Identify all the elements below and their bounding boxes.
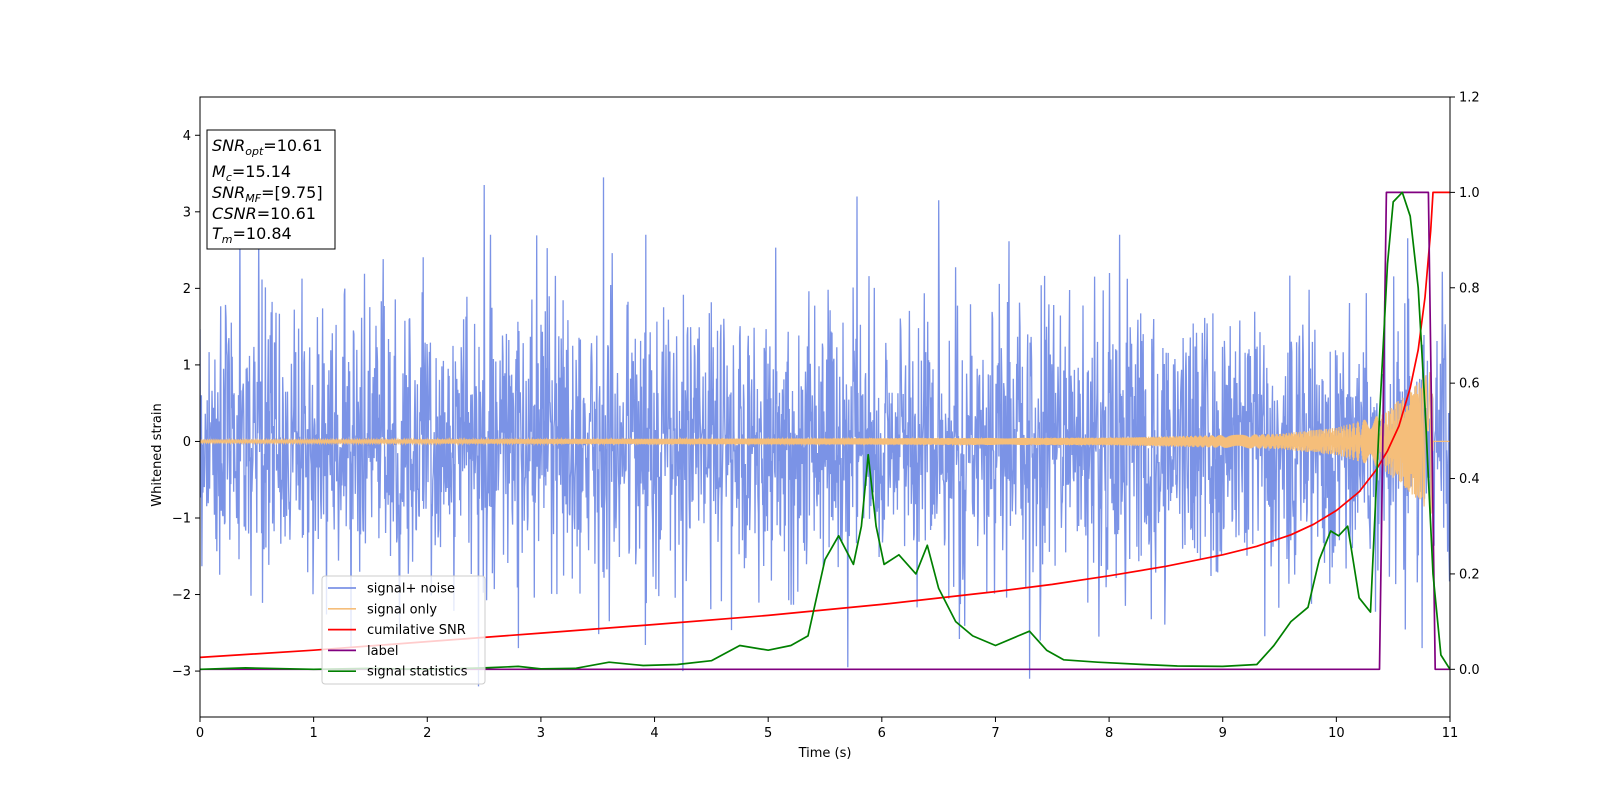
annotation-line: Tm=10.84 [212,224,292,246]
y-tick-label: −1 [172,511,191,526]
y-axis-label: Whitened strain [150,403,165,506]
y-tick-label: 3 [183,205,191,220]
y-tick-label: −2 [172,588,191,603]
x-tick-label: 9 [1219,726,1227,741]
y-axis-right: 0.0 0.2 0.4 0.6 0.8 1.0 1.2 [1450,91,1480,678]
series-signal-statistics [200,191,1450,671]
y2-tick-label: 0.0 [1459,663,1480,678]
x-tick-label: 3 [537,726,545,741]
x-tick-label: 11 [1442,726,1459,741]
x-tick-label: 5 [764,726,772,741]
y-tick-label: 0 [183,435,191,450]
series-signal-only [200,371,1450,514]
annotation-frame [206,129,336,250]
annotation-line: SNRopt=10.61 [212,136,323,158]
legend-label: label [367,644,398,659]
x-tick-label: 8 [1105,726,1113,741]
plot-frame [199,96,1451,718]
legend-label: signal only [367,602,437,617]
annotation-line: SNRMF=[9.75] [212,183,323,205]
metrics-annotation-box: SNRopt=10.61 Mc=15.14SNRMF=[9.75]CSNR=10.… [206,129,336,250]
annotation-line: Mc=15.14 [212,162,291,184]
y-tick-label: 2 [183,282,191,297]
annotation-line: CSNR=10.61 [212,204,316,223]
x-tick-label: 4 [650,726,658,741]
series-label [200,191,1450,671]
y2-tick-label: 1.2 [1459,91,1480,106]
legend-frame [321,575,486,685]
y-tick-label: −3 [172,665,191,680]
x-tick-label: 10 [1328,726,1345,741]
x-tick-label: 6 [878,726,886,741]
legend: signal+ noise signal only cumilative SNR la… [321,575,486,685]
x-axis-label: Time (s) [798,746,852,761]
y2-tick-label: 0.8 [1459,281,1480,296]
series-layer [200,177,1450,687]
legend-label: signal statistics [367,665,468,680]
x-axis: 0 1 2 3 4 5 6 7 8 9 10 11 [196,717,1458,741]
x-tick-label: 2 [423,726,431,741]
legend-label: signal+ noise [367,582,455,597]
x-tick-label: 7 [991,726,999,741]
legend-label: cumilative SNR [367,623,466,638]
y2-tick-label: 1.0 [1459,186,1480,201]
y2-tick-label: 0.6 [1459,377,1480,392]
series-signal-noise [200,177,1450,687]
y-tick-label: 1 [183,358,191,373]
x-tick-label: 0 [196,726,204,741]
y2-tick-label: 0.2 [1459,567,1480,582]
series-cumulative-snr [200,191,1450,659]
y-tick-label: 4 [183,129,191,144]
y2-tick-label: 0.4 [1459,472,1480,487]
y-axis-left: −3 −2 −1 0 1 2 3 4 [172,129,200,680]
x-tick-label: 1 [309,726,317,741]
